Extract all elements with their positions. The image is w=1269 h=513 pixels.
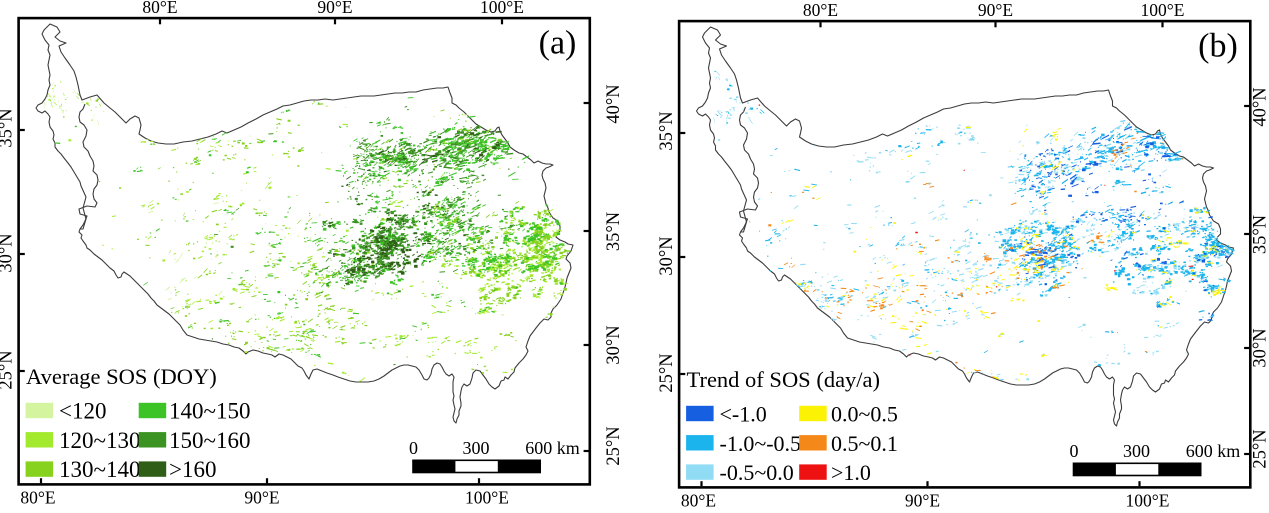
- svg-text:0.0~0.5: 0.0~0.5: [831, 402, 898, 427]
- svg-text:300: 300: [1123, 441, 1150, 461]
- svg-text:90°E: 90°E: [978, 0, 1013, 20]
- svg-text:80°E: 80°E: [803, 0, 838, 20]
- svg-text:130~140: 130~140: [59, 457, 140, 482]
- svg-text:40°N: 40°N: [604, 84, 624, 123]
- svg-text:>1.0: >1.0: [831, 460, 871, 485]
- svg-text:0: 0: [1070, 441, 1079, 461]
- svg-text:90°E: 90°E: [244, 488, 279, 508]
- svg-text:Average SOS (DOY): Average SOS (DOY): [26, 364, 217, 389]
- svg-text:<120: <120: [59, 399, 106, 424]
- svg-text:300: 300: [463, 438, 490, 458]
- svg-text:25°N: 25°N: [604, 426, 624, 465]
- svg-text:150~160: 150~160: [169, 428, 250, 453]
- svg-text:80°E: 80°E: [20, 488, 55, 508]
- svg-text:30°N: 30°N: [0, 233, 17, 272]
- svg-text:(a): (a): [539, 25, 577, 62]
- svg-text:25°N: 25°N: [0, 350, 17, 389]
- svg-text:-0.5~0.0: -0.5~0.0: [720, 460, 794, 485]
- svg-text:80°E: 80°E: [142, 0, 177, 17]
- svg-text:30°N: 30°N: [604, 325, 624, 364]
- svg-text:0: 0: [409, 438, 418, 458]
- svg-text:100°E: 100°E: [480, 0, 524, 17]
- svg-text:25°N: 25°N: [1251, 429, 1269, 468]
- svg-text:600 km: 600 km: [1186, 441, 1241, 461]
- svg-text:25°N: 25°N: [657, 353, 677, 392]
- svg-text:>160: >160: [169, 457, 216, 482]
- svg-text:600 km: 600 km: [525, 438, 580, 458]
- svg-text:Trend of SOS (day/a): Trend of SOS (day/a): [687, 367, 881, 392]
- svg-text:35°N: 35°N: [604, 212, 624, 251]
- svg-text:100°E: 100°E: [465, 488, 509, 508]
- svg-text:120~130: 120~130: [59, 428, 140, 453]
- svg-text:90°E: 90°E: [905, 491, 940, 509]
- svg-text:90°E: 90°E: [317, 0, 352, 17]
- svg-text:80°E: 80°E: [681, 491, 716, 509]
- svg-text:0.5~0.1: 0.5~0.1: [831, 431, 898, 456]
- svg-text:100°E: 100°E: [1141, 0, 1185, 20]
- svg-text:35°N: 35°N: [0, 108, 17, 147]
- svg-text:<-1.0: <-1.0: [720, 402, 767, 427]
- svg-text:35°N: 35°N: [657, 111, 677, 150]
- svg-text:-1.0~-0.5: -1.0~-0.5: [720, 431, 802, 456]
- svg-text:35°N: 35°N: [1251, 215, 1269, 254]
- svg-text:30°N: 30°N: [657, 236, 677, 275]
- svg-text:(b): (b): [1198, 28, 1238, 65]
- svg-text:40°N: 40°N: [1251, 87, 1269, 126]
- svg-text:140~150: 140~150: [169, 399, 250, 424]
- svg-text:30°N: 30°N: [1251, 328, 1269, 367]
- svg-text:100°E: 100°E: [1126, 491, 1170, 509]
